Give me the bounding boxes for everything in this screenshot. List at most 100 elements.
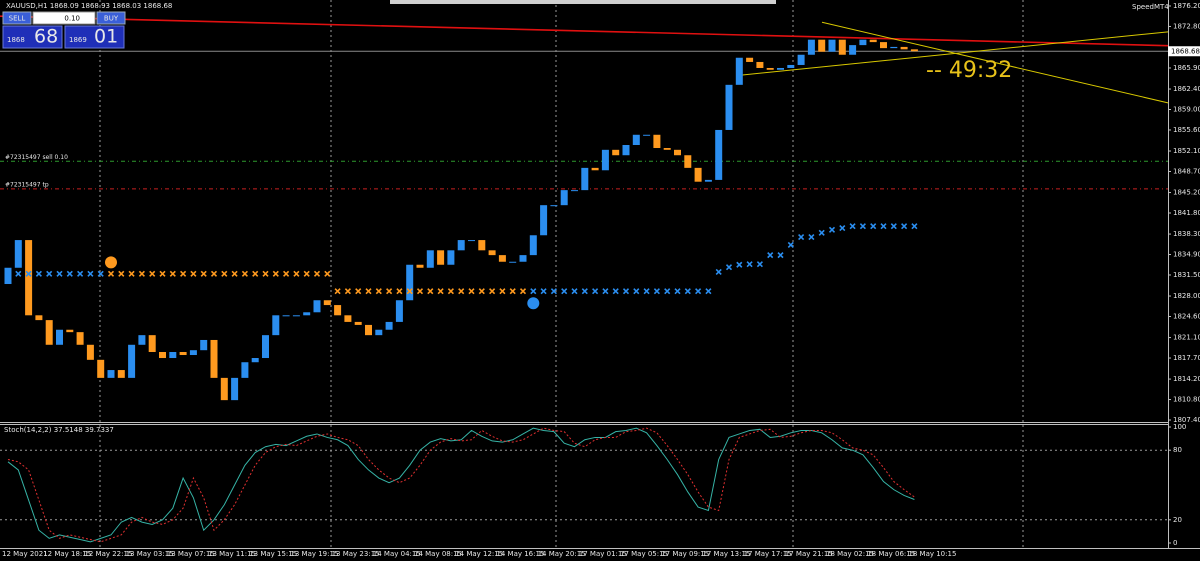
price-tag-label: 1868.68 (1171, 47, 1200, 55)
x-tick-label: 14 May 12:15 (455, 550, 503, 558)
candle-body (97, 359, 105, 378)
sar-mark (911, 223, 918, 230)
candle-body (622, 145, 630, 156)
candle-body (437, 250, 445, 265)
y-tick-label: 1848.70 (1173, 167, 1200, 175)
candle-body (797, 54, 805, 65)
candle-body (262, 335, 269, 359)
sar-mark (15, 270, 22, 277)
y-tick-label: 1865.90 (1173, 64, 1200, 72)
candle-body (200, 339, 208, 351)
candle-body (210, 339, 218, 378)
candle-body (395, 300, 403, 322)
sar-mark (25, 270, 32, 277)
candle-body (241, 362, 249, 378)
stoch-main (7, 427, 915, 543)
candle-body (292, 315, 300, 317)
candle-body (787, 64, 795, 68)
trendline (0, 15, 1169, 47)
candle-body (498, 255, 506, 262)
sar-mark (375, 288, 382, 295)
candle-body (612, 149, 620, 156)
sar-mark (478, 288, 485, 295)
sar-mark (767, 252, 774, 259)
sar-mark (684, 288, 691, 295)
candle-body (169, 352, 177, 359)
sar-mark (777, 252, 784, 259)
candle-body (303, 312, 311, 316)
sar-mark (592, 288, 599, 295)
ask-box[interactable] (64, 25, 125, 49)
sar-mark (149, 270, 156, 277)
candle-body (715, 129, 723, 180)
x-tick-label: 17 May 21:15 (785, 550, 833, 558)
sar-mark (231, 270, 238, 277)
scroll-bar[interactable] (390, 0, 776, 4)
sar-mark (87, 270, 94, 277)
candle-body (107, 370, 115, 378)
ask-small: 01 (94, 26, 118, 48)
trendline (821, 21, 1169, 104)
candle-body (571, 190, 578, 192)
y-tick-label: 1831.50 (1173, 271, 1200, 279)
sar-mark (159, 270, 166, 277)
y-tick-label: 1817.70 (1173, 354, 1200, 362)
candle-body (66, 329, 74, 333)
sar-mark (221, 270, 228, 277)
x-tick-label: 13 May 23:15 (332, 550, 380, 558)
y-tick-label: 1821.10 (1173, 334, 1200, 342)
candle-body (725, 84, 733, 130)
sar-mark (653, 288, 660, 295)
sar-mark (519, 288, 527, 295)
y-tick-label: 1807.40 (1173, 416, 1200, 424)
candle-body (684, 155, 692, 168)
candle-body (643, 134, 651, 136)
sar-mark (138, 270, 145, 277)
sar-mark (169, 270, 176, 277)
buy-button[interactable] (96, 11, 126, 25)
candle-body (86, 344, 94, 360)
candle-body (869, 39, 877, 43)
candle-body (189, 350, 197, 356)
candle-body (818, 39, 826, 52)
candle-body (323, 300, 331, 306)
y-tick-label: 1845.20 (1173, 189, 1200, 197)
sar-mark (46, 270, 53, 277)
sar-mark (386, 288, 393, 295)
candle-body (457, 240, 465, 251)
candle-body (519, 255, 527, 262)
y-tick-label: 1814.20 (1173, 375, 1200, 383)
sar-mark (499, 288, 506, 295)
sar-mark (262, 270, 269, 277)
sar-mark (550, 288, 557, 295)
y-tick-label: 1852.10 (1173, 147, 1200, 155)
sar-mark (396, 288, 403, 295)
sar-mark (128, 270, 135, 277)
trendline (739, 31, 1169, 76)
order-label: #72315497 tp (5, 181, 49, 188)
sar-mark (107, 270, 115, 277)
separators (99, 0, 1024, 548)
candle-body (128, 344, 136, 378)
y-tick-label: 1834.90 (1173, 251, 1200, 259)
candle-body (282, 315, 290, 317)
candle-body (478, 240, 486, 251)
sar-mark (313, 270, 321, 277)
order-label: #72315497 sell 0.10 (5, 154, 68, 161)
sar-mark (695, 288, 702, 295)
sar-mark (818, 229, 825, 236)
sar-mark (283, 270, 290, 277)
bid-box[interactable] (2, 25, 63, 49)
sell-button[interactable] (2, 11, 32, 25)
sar-mark (849, 223, 856, 230)
candle-body (653, 134, 661, 149)
y-tick-label: 1838.30 (1173, 230, 1200, 238)
x-tick-label: 13 May 07:15 (167, 550, 215, 558)
bid-small: 68 (34, 26, 58, 48)
candle-body (859, 39, 867, 46)
candle-body (849, 45, 857, 55)
lot-input[interactable] (32, 11, 96, 25)
sar-mark (890, 223, 897, 230)
x-tick-label: 14 May 08:15 (414, 550, 462, 558)
sar-mark (272, 270, 279, 277)
